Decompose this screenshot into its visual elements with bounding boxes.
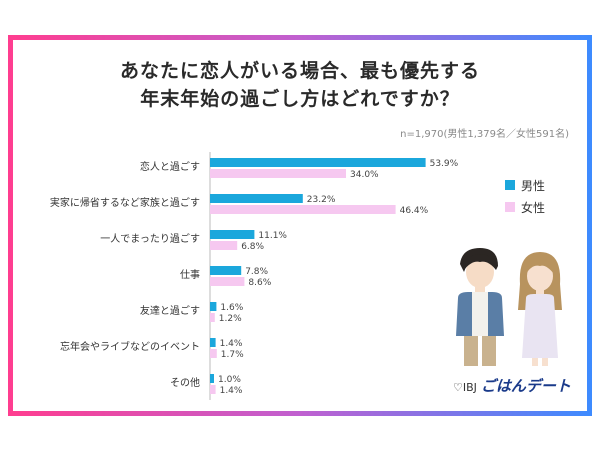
data-label: 7.8% xyxy=(245,267,268,277)
bar-female xyxy=(210,349,217,358)
data-label: 1.4% xyxy=(220,386,243,396)
category-label: 実家に帰省するなど家族と過ごす xyxy=(50,196,200,209)
man-figure xyxy=(456,248,504,366)
bar-female xyxy=(210,241,238,250)
category-label: 仕事 xyxy=(180,268,200,281)
couple-illustration xyxy=(456,248,562,366)
category-label: その他 xyxy=(170,376,200,389)
legend: 男性 女性 xyxy=(505,174,545,218)
bar-female xyxy=(210,313,215,322)
logo-brand-name: ごはんデート xyxy=(480,377,571,395)
bar-male xyxy=(210,374,214,383)
data-label: 23.2% xyxy=(307,195,336,205)
data-label: 1.0% xyxy=(218,375,241,385)
data-label: 34.0% xyxy=(350,170,379,180)
bar-male xyxy=(210,230,255,239)
bar-female xyxy=(210,205,396,214)
data-label: 1.6% xyxy=(220,303,243,313)
sample-size-note: n=1,970(男性1,379名／女性591名) xyxy=(400,129,569,140)
bar-female xyxy=(210,169,346,178)
data-label: 1.2% xyxy=(219,314,242,324)
legend-swatch-female xyxy=(505,202,515,212)
legend-item-male: 男性 xyxy=(505,174,545,196)
chart-frame: あなたに恋人がいる場合、最も優先する 年末年始の過ごし方はどれですか？ n=1,… xyxy=(8,35,592,416)
bar-female xyxy=(210,277,245,286)
data-label: 8.6% xyxy=(248,278,271,288)
chart-title-line-2: 年末年始の過ごし方はどれですか？ xyxy=(140,88,460,110)
data-label: 53.9% xyxy=(430,159,459,169)
legend-swatch-male xyxy=(505,180,515,190)
category-label: 友達と過ごす xyxy=(140,304,200,317)
category-label: 一人でまったり過ごす xyxy=(100,232,200,245)
data-label: 6.8% xyxy=(241,242,264,252)
bar-male xyxy=(210,266,242,275)
bar-male xyxy=(210,302,217,311)
bar-chart: 恋人と過ごす 53.9% 34.0% 実家に帰省するなど家族と過ごす 23.2% 46.4… xyxy=(50,152,459,400)
data-label: 11.1% xyxy=(258,231,287,241)
bar-male xyxy=(210,194,303,203)
chart-panel: あなたに恋人がいる場合、最も優先する 年末年始の過ごし方はどれですか？ n=1,… xyxy=(13,40,587,411)
legend-label-male: 男性 xyxy=(521,178,546,193)
legend-item-female: 女性 xyxy=(505,196,545,218)
bar-male xyxy=(210,338,216,347)
data-label: 1.4% xyxy=(220,339,243,349)
bar-male xyxy=(210,158,426,167)
woman-figure xyxy=(518,252,562,366)
category-label: 忘年会やライブなどのイベント xyxy=(60,340,200,353)
brand-logo: ♡IBJ ごはんデート xyxy=(453,375,571,396)
category-label: 恋人と過ごす xyxy=(140,160,200,173)
chart-title-line-1: あなたに恋人がいる場合、最も優先する xyxy=(119,60,480,82)
legend-label-female: 女性 xyxy=(521,200,546,215)
data-label: 46.4% xyxy=(400,206,429,216)
logo-ibj-text: ♡IBJ xyxy=(453,381,477,394)
bar-female xyxy=(210,385,216,394)
data-label: 1.7% xyxy=(221,350,244,360)
